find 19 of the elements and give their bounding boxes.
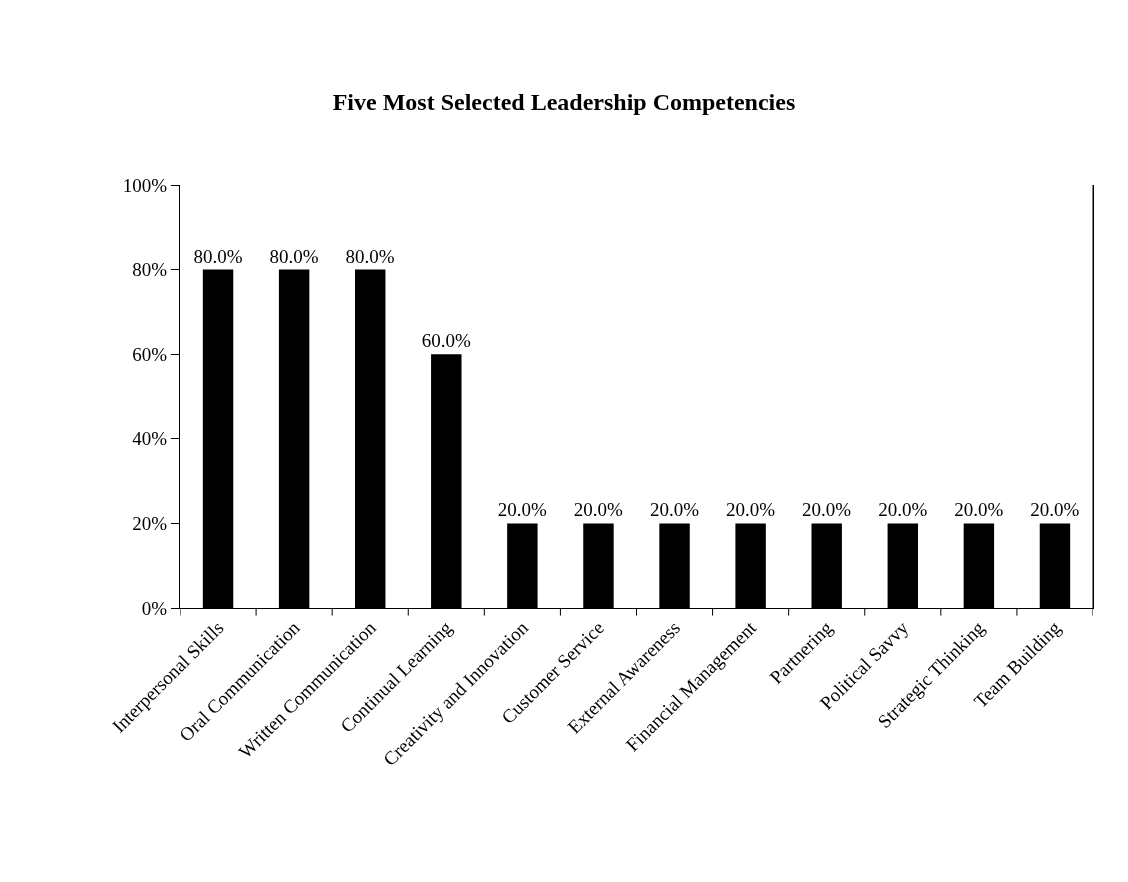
- data-label: 20.0%: [954, 499, 1004, 521]
- y-tick-label: 100%: [122, 174, 168, 196]
- data-label: 20.0%: [878, 499, 928, 521]
- data-label: 20.0%: [649, 499, 700, 521]
- y-tick-label: 20%: [132, 513, 168, 535]
- y-tick-label: 60%: [132, 343, 168, 365]
- data-label: 20.0%: [573, 499, 624, 521]
- data-label: 60.0%: [421, 330, 471, 352]
- y-tick-label: 40%: [132, 428, 168, 450]
- y-tick-label: 0%: [141, 597, 168, 619]
- data-label: 80.0%: [345, 245, 395, 267]
- data-label: 20.0%: [726, 499, 776, 521]
- y-tick-label: 80%: [132, 259, 168, 281]
- data-label: 20.0%: [802, 499, 852, 521]
- chart-title: Five Most Selected Leadership Competencies: [332, 88, 796, 115]
- data-label: 80.0%: [193, 245, 243, 267]
- data-label: 20.0%: [1030, 499, 1080, 521]
- data-label: 20.0%: [497, 499, 547, 521]
- data-label: 80.0%: [269, 245, 319, 267]
